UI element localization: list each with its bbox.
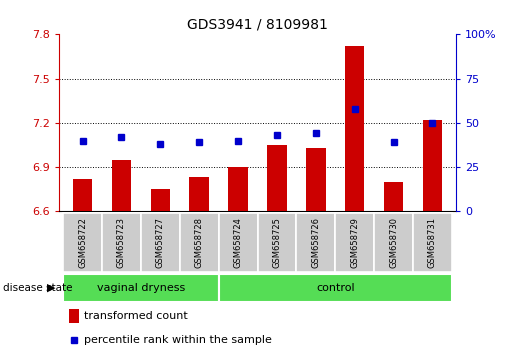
- Text: percentile rank within the sample: percentile rank within the sample: [84, 335, 272, 345]
- Text: GSM658723: GSM658723: [117, 217, 126, 268]
- Text: GSM658727: GSM658727: [156, 217, 165, 268]
- Text: ▶: ▶: [47, 283, 56, 293]
- Bar: [228, 167, 248, 211]
- Text: GSM658722: GSM658722: [78, 217, 87, 268]
- Bar: [141, 212, 180, 272]
- Bar: [63, 212, 102, 272]
- Title: GDS3941 / 8109981: GDS3941 / 8109981: [187, 18, 328, 32]
- Bar: [219, 274, 452, 302]
- Bar: [423, 120, 442, 211]
- Bar: [150, 189, 170, 211]
- Text: GSM658731: GSM658731: [428, 217, 437, 268]
- Text: GSM658725: GSM658725: [272, 217, 281, 268]
- Bar: [345, 46, 365, 211]
- Text: control: control: [316, 283, 354, 293]
- Bar: [190, 177, 209, 211]
- Bar: [384, 182, 403, 211]
- Bar: [219, 212, 258, 272]
- Bar: [73, 179, 92, 211]
- Bar: [374, 212, 413, 272]
- Bar: [267, 145, 287, 211]
- Text: vaginal dryness: vaginal dryness: [97, 283, 185, 293]
- Bar: [180, 212, 219, 272]
- Text: disease state: disease state: [3, 283, 72, 293]
- Bar: [102, 212, 141, 272]
- Bar: [413, 212, 452, 272]
- Text: GSM658728: GSM658728: [195, 217, 204, 268]
- Bar: [63, 274, 219, 302]
- Bar: [112, 160, 131, 211]
- Text: GSM658724: GSM658724: [234, 217, 243, 268]
- Bar: [306, 148, 325, 211]
- Bar: [258, 212, 296, 272]
- Text: GSM658730: GSM658730: [389, 217, 398, 268]
- Text: transformed count: transformed count: [84, 311, 187, 321]
- Bar: [335, 212, 374, 272]
- Text: GSM658726: GSM658726: [311, 217, 320, 268]
- Bar: [69, 309, 79, 323]
- Text: GSM658729: GSM658729: [350, 217, 359, 268]
- Bar: [296, 212, 335, 272]
